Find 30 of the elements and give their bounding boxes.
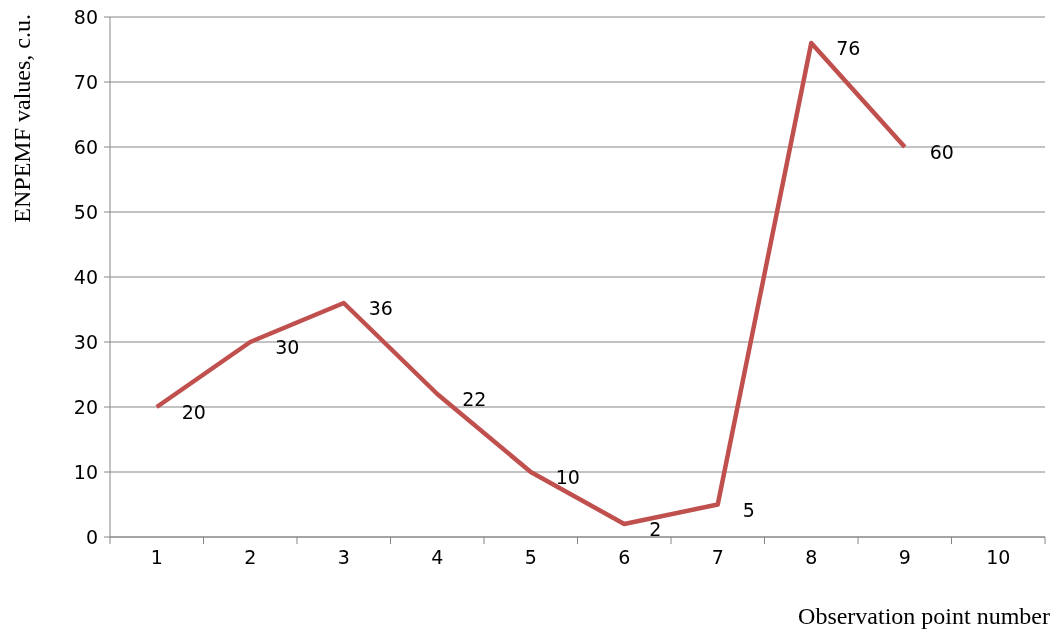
- data-label: 20: [181, 401, 206, 423]
- data-label: 30: [275, 336, 300, 358]
- y-tick-label: 40: [73, 265, 98, 288]
- x-tick-label: 3: [337, 546, 350, 568]
- x-tick-label: 7: [711, 546, 724, 568]
- data-label: 22: [462, 388, 487, 410]
- data-label: 76: [836, 37, 861, 59]
- y-tick-label: 10: [73, 460, 98, 483]
- x-tick-label: 10: [986, 546, 1011, 568]
- y-tick-label: 50: [73, 200, 98, 223]
- y-tick-label: 20: [73, 395, 98, 418]
- data-label: 60: [929, 141, 954, 163]
- data-label: 5: [742, 498, 755, 521]
- y-axis-title: ENPEMF values, c.u.: [9, 14, 35, 223]
- y-tick-label: 80: [73, 5, 98, 28]
- x-tick-label: 9: [898, 546, 911, 568]
- data-label: 10: [555, 466, 580, 488]
- x-tick-label: 5: [524, 546, 537, 568]
- data-label: 36: [368, 297, 393, 319]
- x-tick-label: 1: [150, 546, 163, 568]
- data-label: 2: [649, 518, 662, 540]
- x-tick-label: 8: [805, 546, 818, 568]
- x-tick-label: 6: [618, 546, 631, 568]
- y-tick-label: 30: [73, 330, 98, 353]
- x-tick-label: 2: [244, 546, 257, 568]
- x-axis-title: Observation point number: [798, 603, 1051, 629]
- y-tick-label: 0: [85, 525, 98, 548]
- y-tick-label: 70: [73, 70, 98, 93]
- y-tick-label: 60: [73, 135, 98, 158]
- x-tick-label: 4: [431, 546, 444, 568]
